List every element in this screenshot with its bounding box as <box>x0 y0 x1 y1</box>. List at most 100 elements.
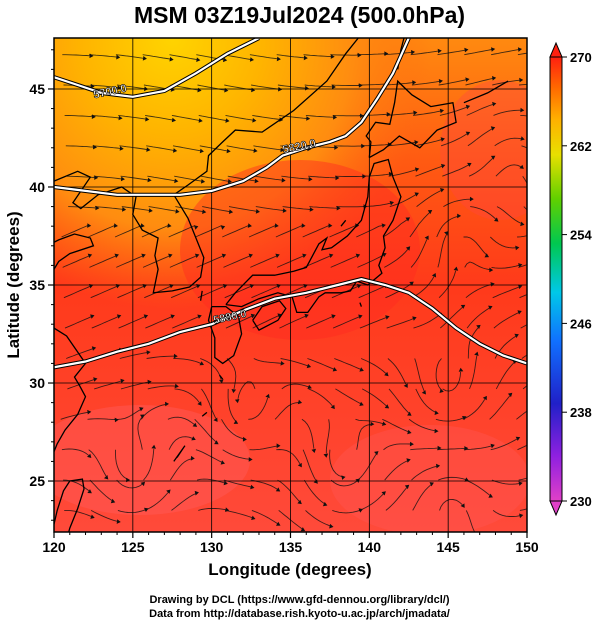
streamline <box>435 358 442 390</box>
streamline <box>436 215 458 238</box>
streamline <box>279 315 306 329</box>
streamline-arrowhead <box>436 463 441 469</box>
streamline-arrowhead <box>328 223 333 228</box>
streamline <box>228 206 257 212</box>
streamline-arrowhead <box>355 253 361 258</box>
streamline <box>518 264 527 268</box>
streamline <box>520 324 527 329</box>
streamline-arrowhead <box>518 481 523 486</box>
streamline-arrowhead <box>424 235 429 240</box>
streamline-arrowhead <box>439 388 444 393</box>
streamline <box>494 137 522 147</box>
streamline-arrowhead <box>438 79 443 84</box>
streamline <box>222 225 249 238</box>
streamline-arrowhead <box>385 315 390 320</box>
credit-data-source: Data from http://database.rish.kyoto-u.a… <box>149 608 450 620</box>
streamline-arrowhead <box>197 401 202 406</box>
streamline <box>171 114 200 121</box>
x-tick-label: 135 <box>279 539 303 555</box>
streamline <box>141 225 169 238</box>
streamline <box>195 225 222 238</box>
streamline <box>491 479 520 485</box>
y-tick-label: 35 <box>29 277 45 293</box>
streamline <box>467 327 479 359</box>
streamline <box>302 449 317 481</box>
streamline-arrowhead <box>196 57 201 62</box>
streamline-arrowhead <box>301 223 306 228</box>
streamline <box>174 175 202 182</box>
streamline <box>222 449 250 460</box>
streamline <box>282 206 311 210</box>
streamline <box>356 423 371 450</box>
coastline <box>54 38 359 294</box>
streamline <box>225 509 253 519</box>
streamline <box>172 145 201 152</box>
streamline <box>200 358 222 380</box>
streamline <box>440 133 468 147</box>
streamline <box>201 388 217 419</box>
streamline <box>145 114 173 121</box>
coastline <box>218 374 224 380</box>
streamline-arrowhead <box>280 361 285 366</box>
streamline-arrowhead <box>469 196 474 202</box>
streamline <box>410 239 428 268</box>
streamline <box>357 454 377 481</box>
streamline-arrowhead <box>412 80 417 85</box>
streamline-arrowhead <box>265 393 270 399</box>
streamline-arrowhead <box>492 76 497 81</box>
colorbar-upper-triangle <box>549 41 563 58</box>
streamline-arrowhead <box>460 304 466 309</box>
streamline-arrowhead <box>462 416 467 421</box>
streamline-arrowhead <box>116 314 122 319</box>
streamline <box>195 449 222 463</box>
streamline <box>332 316 360 329</box>
streamline-arrowhead <box>199 361 204 366</box>
streamline <box>489 395 511 420</box>
streamline <box>64 316 92 329</box>
streamline-arrowhead <box>358 314 363 319</box>
streamline-arrowhead <box>333 114 338 120</box>
streamline-arrowhead <box>518 284 523 290</box>
contour-line <box>54 38 260 98</box>
streamline-arrowhead <box>116 519 121 524</box>
streamline <box>522 175 527 185</box>
streamline <box>519 508 527 511</box>
streamline-arrowhead <box>143 314 149 319</box>
streamline <box>383 51 412 56</box>
coastlines <box>54 38 509 532</box>
streamline-arrowhead <box>151 444 156 449</box>
streamline <box>386 112 415 116</box>
streamline <box>93 175 122 180</box>
streamline <box>143 448 155 481</box>
streamline-arrowhead <box>145 116 150 122</box>
streamline <box>169 54 197 61</box>
streamline <box>62 54 91 57</box>
streamline <box>496 206 522 224</box>
streamline <box>408 418 436 432</box>
streamline <box>464 479 491 496</box>
streamline-arrowhead <box>439 108 445 114</box>
streamline-arrowhead <box>275 253 280 258</box>
streamline-arrowhead <box>409 441 414 447</box>
streamline-arrowhead <box>141 253 146 258</box>
streamline-arrowhead <box>411 50 416 55</box>
x-tick-label: 140 <box>358 539 382 555</box>
streamline <box>520 114 527 117</box>
streamline-arrowhead <box>403 383 408 388</box>
streamline <box>172 316 199 329</box>
coastline <box>365 79 457 159</box>
streamline-arrowhead <box>250 313 256 319</box>
streamline <box>90 510 118 522</box>
streamline-arrowhead <box>140 414 145 419</box>
streamline-arrowhead <box>357 52 362 58</box>
streamline-arrowhead <box>490 126 496 131</box>
streamline-arrowhead <box>409 281 414 286</box>
streamline-arrowhead <box>384 404 390 409</box>
colorbar-tick-label: 262 <box>570 139 592 154</box>
streamline-arrowhead <box>202 209 207 214</box>
streamline <box>517 52 527 56</box>
streamline <box>384 460 408 481</box>
streamline-arrowhead <box>303 55 308 61</box>
streamline <box>303 54 332 58</box>
coastline <box>252 299 287 331</box>
